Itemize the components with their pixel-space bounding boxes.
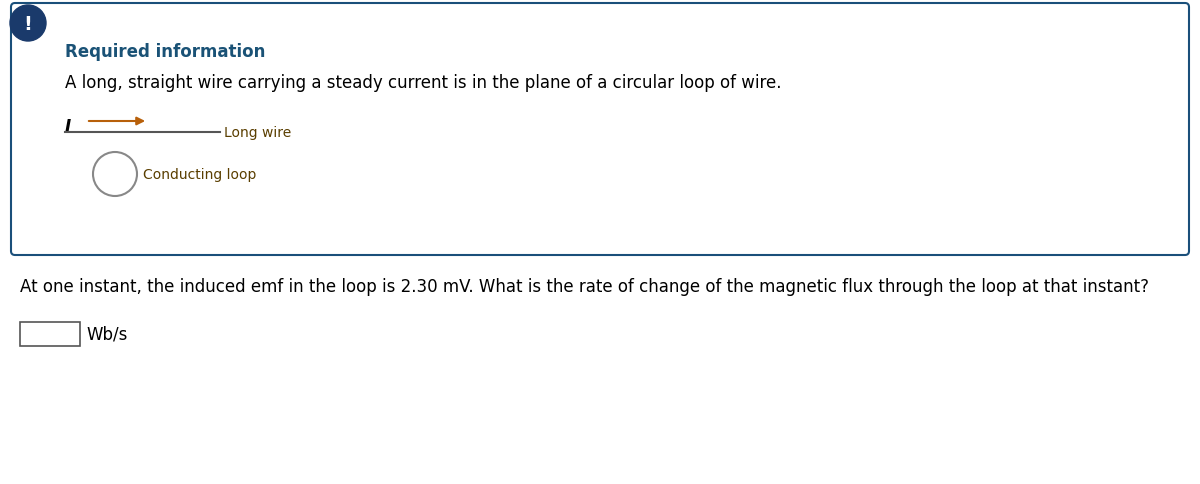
- Text: A long, straight wire carrying a steady current is in the plane of a circular lo: A long, straight wire carrying a steady …: [65, 74, 781, 92]
- Bar: [20, 322, 80, 346]
- Circle shape: [10, 6, 46, 42]
- Text: I: I: [65, 118, 71, 136]
- FancyBboxPatch shape: [11, 4, 1189, 256]
- Text: Required information: Required information: [65, 43, 265, 61]
- Text: Wb/s: Wb/s: [86, 325, 127, 343]
- Text: Conducting loop: Conducting loop: [143, 167, 257, 182]
- Text: !: !: [24, 15, 32, 34]
- Text: At one instant, the induced emf in the loop is 2.30 mV. What is the rate of chan: At one instant, the induced emf in the l…: [20, 277, 1150, 295]
- Text: Long wire: Long wire: [224, 126, 292, 140]
